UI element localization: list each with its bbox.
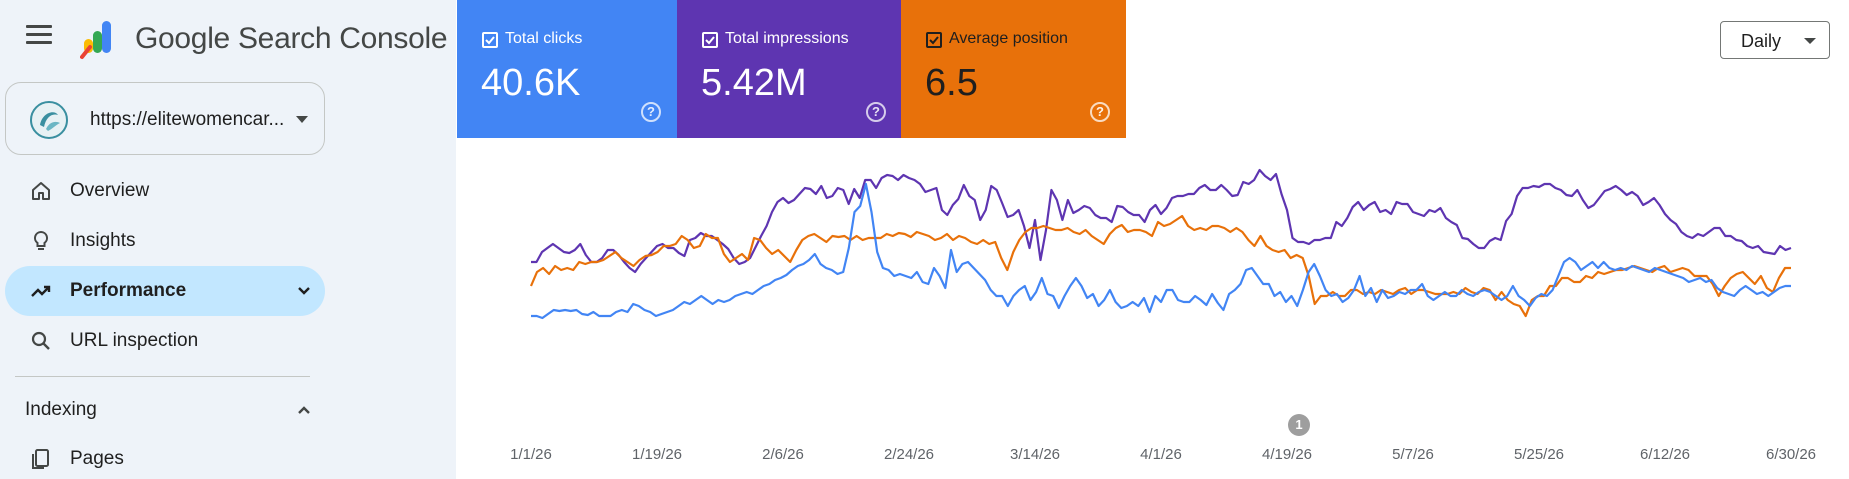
section-label: Indexing xyxy=(25,399,97,420)
series-line-average-position[interactable] xyxy=(529,214,1791,318)
performance-line-chart[interactable] xyxy=(456,138,1849,479)
help-icon[interactable]: ? xyxy=(641,102,661,122)
metric-value: 40.6K xyxy=(481,62,581,104)
sidebar: Google Search Console https://elitewomen… xyxy=(0,0,456,479)
x-tick-label: 3/14/26 xyxy=(1009,446,1061,463)
series-line-total-clicks[interactable] xyxy=(531,182,1791,320)
granularity-dropdown[interactable]: Daily xyxy=(1720,21,1830,59)
checkbox-checked-icon[interactable] xyxy=(702,32,718,48)
property-url: https://elitewomencar... xyxy=(90,109,285,130)
checkbox-checked-icon[interactable] xyxy=(482,32,498,48)
hamburger-menu-icon[interactable] xyxy=(26,25,52,45)
sidebar-item-insights[interactable]: Insights xyxy=(5,216,325,266)
x-tick-label: 2/6/26 xyxy=(762,446,804,463)
x-tick-label: 5/25/26 xyxy=(1513,446,1565,463)
sidebar-item-label: Pages xyxy=(70,448,124,469)
sidebar-section-indexing[interactable]: Indexing xyxy=(5,390,325,430)
lightbulb-icon xyxy=(29,229,53,253)
caret-down-icon xyxy=(1804,38,1816,44)
chevron-up-icon xyxy=(295,401,313,419)
pages-icon xyxy=(29,447,53,471)
x-tick-label: 6/30/26 xyxy=(1765,446,1817,463)
sidebar-item-label: Insights xyxy=(70,230,136,251)
sidebar-item-pages[interactable]: Pages xyxy=(5,434,325,479)
metric-card-total-clicks[interactable]: Total clicks 40.6K ? xyxy=(457,0,677,138)
x-tick-label: 4/1/26 xyxy=(1140,446,1182,463)
trending-up-icon xyxy=(29,279,53,303)
granularity-selected: Daily xyxy=(1741,31,1782,51)
property-selector[interactable]: https://elitewomencar... xyxy=(5,82,325,155)
x-tick-label: 4/19/26 xyxy=(1261,446,1313,463)
search-icon xyxy=(29,329,53,353)
product-title: Google Search Console xyxy=(135,22,448,55)
metric-card-total-impressions[interactable]: Total impressions 5.42M ? xyxy=(677,0,901,138)
sidebar-item-label: URL inspection xyxy=(70,330,199,351)
x-tick-label: 1/19/26 xyxy=(631,446,683,463)
caret-down-icon xyxy=(296,116,308,123)
chevron-down-icon[interactable] xyxy=(295,282,313,300)
help-icon[interactable]: ? xyxy=(866,102,886,122)
sidebar-divider xyxy=(15,376,310,377)
sidebar-item-label: Performance xyxy=(70,280,187,301)
metric-label: Total clicks xyxy=(505,30,583,47)
series-line-total-impressions[interactable] xyxy=(531,168,1792,274)
sidebar-item-url-inspection[interactable]: URL inspection xyxy=(5,316,325,366)
metric-label: Average position xyxy=(949,30,1068,47)
metric-card-average-position[interactable]: Average position 6.5 ? xyxy=(901,0,1126,138)
home-icon xyxy=(29,179,53,203)
sidebar-item-overview[interactable]: Overview xyxy=(5,166,325,216)
help-icon[interactable]: ? xyxy=(1090,102,1110,122)
chart-annotation-marker[interactable]: 1 xyxy=(1288,414,1310,436)
x-tick-label: 5/7/26 xyxy=(1392,446,1434,463)
site-favicon-icon xyxy=(30,101,68,139)
sidebar-item-label: Overview xyxy=(70,180,150,201)
x-tick-label: 2/24/26 xyxy=(883,446,935,463)
search-console-logo-icon xyxy=(80,18,124,60)
sidebar-item-performance[interactable]: Performance xyxy=(5,266,325,316)
metric-value: 5.42M xyxy=(701,62,807,104)
metric-label: Total impressions xyxy=(725,30,849,47)
x-tick-label: 1/1/26 xyxy=(510,446,552,463)
checkbox-checked-icon[interactable] xyxy=(926,32,942,48)
x-tick-label: 6/12/26 xyxy=(1639,446,1691,463)
metric-value: 6.5 xyxy=(925,62,978,104)
